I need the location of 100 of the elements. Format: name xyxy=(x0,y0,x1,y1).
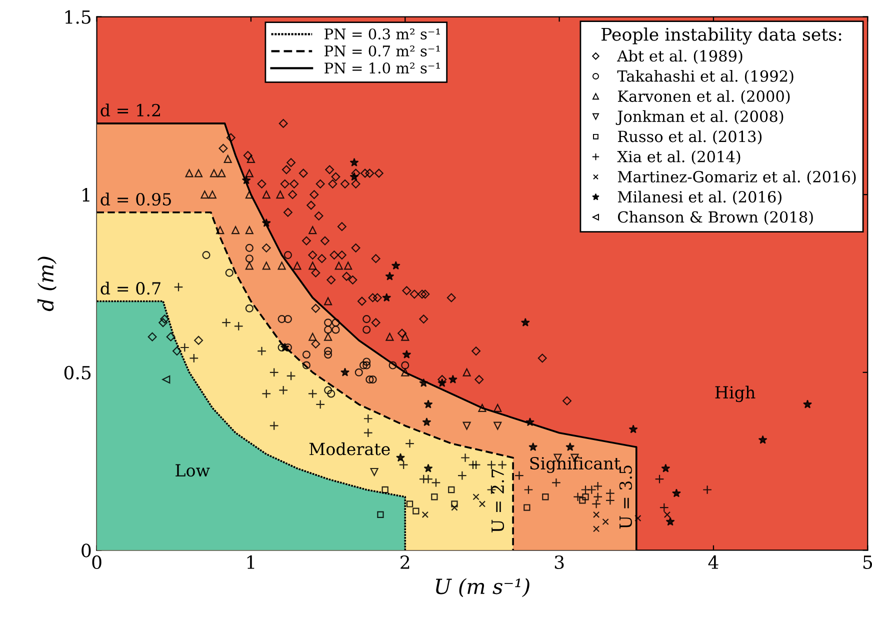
point xyxy=(245,262,254,270)
point xyxy=(385,272,394,280)
point xyxy=(210,169,218,178)
point xyxy=(350,158,359,166)
point xyxy=(245,190,254,199)
point xyxy=(494,404,502,412)
point xyxy=(448,486,455,494)
point xyxy=(654,474,664,484)
point xyxy=(422,417,432,426)
point xyxy=(174,282,184,292)
point xyxy=(327,390,336,398)
legend-label: Jonkman et al. (2008) xyxy=(616,110,784,126)
point xyxy=(222,318,232,328)
point xyxy=(180,342,190,352)
point xyxy=(438,378,447,387)
y-axis-title: d (m) xyxy=(38,256,57,312)
point xyxy=(524,504,530,511)
point xyxy=(401,368,410,376)
x-tick-label: 4 xyxy=(708,555,718,569)
point xyxy=(324,350,332,359)
point xyxy=(316,400,326,410)
point xyxy=(382,292,392,302)
point xyxy=(524,485,534,494)
point xyxy=(451,500,458,508)
point xyxy=(308,332,317,341)
annotation: Significant xyxy=(530,456,620,474)
point xyxy=(368,375,377,384)
point xyxy=(398,460,408,470)
point xyxy=(324,386,332,394)
point xyxy=(245,254,254,263)
legend-label: Takahashi et al. (1992) xyxy=(617,70,794,84)
point xyxy=(520,318,530,327)
point xyxy=(758,435,768,444)
point xyxy=(324,297,332,306)
point xyxy=(278,343,286,352)
point xyxy=(605,488,615,498)
point xyxy=(451,504,458,511)
point xyxy=(302,361,310,370)
point xyxy=(245,226,254,234)
x-tick-label: 1 xyxy=(247,555,254,569)
point xyxy=(486,460,496,470)
annotation: High xyxy=(715,386,756,402)
legend-label: Abt et al. (1989) xyxy=(617,50,742,64)
point xyxy=(332,318,340,327)
point xyxy=(362,358,371,366)
point xyxy=(471,460,481,470)
legend-label: PN = 0.3 m² s⁻¹ xyxy=(324,28,440,40)
point xyxy=(593,492,603,502)
point xyxy=(332,326,340,334)
point xyxy=(262,218,271,227)
point xyxy=(528,442,538,451)
x-tick-label: 0 xyxy=(92,555,102,570)
point xyxy=(702,485,712,494)
legend-label: Martinez-Gomariz et al. (2016) xyxy=(618,170,856,185)
x-tick-label: 5 xyxy=(863,556,872,570)
y-tick-label: 0 xyxy=(82,544,91,558)
point xyxy=(602,518,609,526)
point xyxy=(462,422,471,430)
point xyxy=(431,494,438,500)
point xyxy=(245,169,254,178)
point xyxy=(218,169,226,178)
point xyxy=(280,342,290,352)
point xyxy=(551,478,561,488)
point xyxy=(284,343,292,352)
point xyxy=(579,497,586,504)
point xyxy=(377,511,384,518)
point xyxy=(269,421,279,430)
point xyxy=(284,251,292,260)
point xyxy=(286,371,296,381)
point xyxy=(542,494,549,500)
point xyxy=(382,486,388,494)
point xyxy=(194,169,203,178)
point xyxy=(208,190,216,199)
point xyxy=(245,304,254,312)
point xyxy=(216,226,224,234)
point xyxy=(405,438,414,448)
point xyxy=(324,318,332,327)
point xyxy=(276,190,284,199)
point xyxy=(472,494,480,500)
point xyxy=(419,378,428,387)
point xyxy=(582,494,589,500)
point xyxy=(592,511,600,518)
point xyxy=(278,262,286,270)
point xyxy=(460,453,470,462)
point xyxy=(302,350,310,359)
legend-label: Russo et al. (2013) xyxy=(618,130,762,144)
point xyxy=(363,414,373,424)
point xyxy=(363,428,373,438)
point xyxy=(308,389,318,398)
point xyxy=(525,417,535,426)
point xyxy=(224,154,232,164)
point xyxy=(462,368,471,376)
point xyxy=(448,374,458,384)
legend-label: Xia et al. (2014) xyxy=(617,150,740,165)
point xyxy=(162,375,170,384)
point xyxy=(344,262,352,270)
point xyxy=(573,492,583,502)
point xyxy=(362,361,371,370)
point xyxy=(366,375,374,384)
point xyxy=(386,332,394,341)
